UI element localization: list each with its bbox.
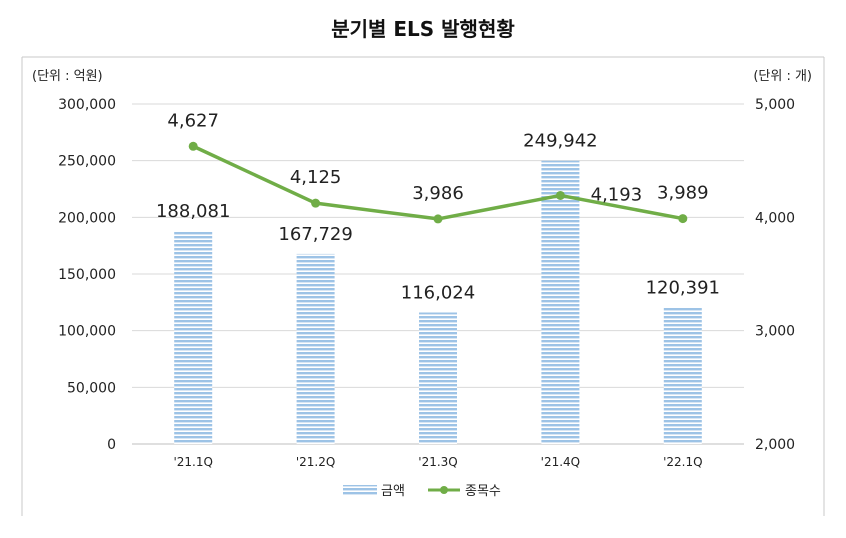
x-tick-label: '21.2Q xyxy=(296,455,335,469)
bar-value-label: 188,081 xyxy=(156,201,230,222)
line-value-label: 3,989 xyxy=(657,183,709,204)
count-point xyxy=(311,198,321,208)
right-axis-unit: (단위 : 개) xyxy=(753,69,812,84)
left-tick-label: 200,000 xyxy=(58,210,116,226)
count-point xyxy=(678,214,688,224)
bar-value-label: 120,391 xyxy=(646,278,720,299)
line-value-label: 4,193 xyxy=(591,184,643,205)
left-tick-label: 0 xyxy=(107,437,116,453)
bar-value-label: 167,729 xyxy=(278,224,352,245)
line-value-label: 3,986 xyxy=(412,183,464,204)
bar-amount xyxy=(174,230,213,444)
right-tick-label: 3,000 xyxy=(755,324,795,340)
line-value-label: 4,627 xyxy=(167,110,219,131)
count-point xyxy=(433,214,443,224)
left-axis-unit: (단위 : 억원) xyxy=(32,69,103,84)
right-tick-label: 2,000 xyxy=(755,437,795,453)
bar-amount xyxy=(296,253,335,444)
bar-data-labels: 188,081 167,729 116,024 249,942 120,391 xyxy=(156,131,720,304)
right-tick-label: 4,000 xyxy=(755,210,795,226)
left-axis-ticks: 300,000 250,000 200,000 150,000 100,000 50,00… xyxy=(58,97,116,453)
line-series-count xyxy=(188,141,688,224)
count-point xyxy=(188,141,198,151)
legend-bar-label: 금액 xyxy=(381,484,405,499)
legend-line-label: 종목수 xyxy=(465,484,501,499)
x-tick-label: '21.3Q xyxy=(418,455,457,469)
count-point xyxy=(555,190,565,200)
bar-amount xyxy=(541,160,580,444)
bar-amount xyxy=(663,307,702,444)
right-tick-label: 5,000 xyxy=(755,97,795,113)
x-tick-label: '21.1Q xyxy=(173,455,212,469)
chart-title: 분기별 ELS 발행현황 xyxy=(331,17,515,41)
bar-value-label: 116,024 xyxy=(401,283,475,304)
left-tick-label: 50,000 xyxy=(67,380,116,396)
left-tick-label: 300,000 xyxy=(58,97,116,113)
left-tick-label: 250,000 xyxy=(58,154,116,170)
right-axis-ticks: 5,000 4,000 3,000 2,000 xyxy=(755,97,795,453)
legend-bar-swatch xyxy=(343,485,377,495)
line-value-label: 4,125 xyxy=(290,167,342,188)
bar-amount xyxy=(419,312,457,444)
bar-series-amount xyxy=(174,160,702,444)
legend: 금액 종목수 xyxy=(343,484,501,499)
x-tick-label: '22.1Q xyxy=(663,455,702,469)
x-tick-label: '21.4Q xyxy=(541,455,580,469)
x-axis-ticks: '21.1Q '21.2Q '21.3Q '21.4Q '22.1Q xyxy=(173,455,702,469)
left-tick-label: 150,000 xyxy=(58,267,116,283)
line-data-labels: 4,627 4,125 3,986 4,193 3,989 xyxy=(167,110,708,205)
left-tick-label: 100,000 xyxy=(58,324,116,340)
bar-value-label: 249,942 xyxy=(523,131,597,152)
legend-line-marker xyxy=(440,486,448,494)
